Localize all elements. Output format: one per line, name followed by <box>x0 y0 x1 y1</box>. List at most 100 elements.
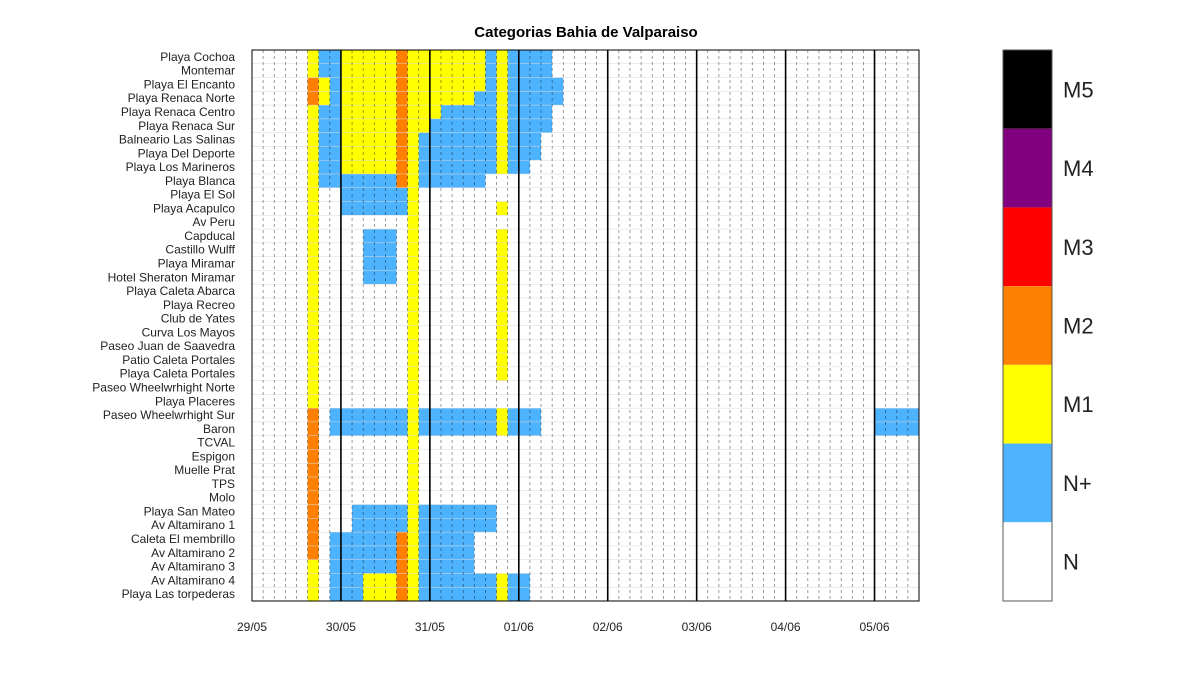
location-label: Molo <box>209 491 235 505</box>
heatmap-cell <box>307 118 319 133</box>
location-label: Balneario Las Salinas <box>119 133 235 147</box>
location-label: Playa Renaca Sur <box>138 119 235 133</box>
heatmap-cell <box>496 366 508 381</box>
heatmap-cell <box>340 160 397 174</box>
heatmap-cell <box>318 160 341 174</box>
heatmap-cell <box>396 63 408 78</box>
heatmap-cell <box>407 132 419 147</box>
location-label: Montemar <box>181 64 235 78</box>
heatmap-cell <box>307 504 319 519</box>
location-label: Playa El Encanto <box>144 77 236 91</box>
heatmap-cell <box>307 559 319 574</box>
heatmap-cell <box>496 229 508 243</box>
heatmap-cell <box>340 105 397 119</box>
x-tick-label: 03/06 <box>682 620 712 634</box>
heatmap-cell <box>329 91 341 106</box>
heatmap-cell <box>307 463 319 478</box>
heatmap-cell <box>363 587 397 602</box>
x-tick-label: 31/05 <box>415 620 445 634</box>
heatmap-cell <box>396 173 408 188</box>
heatmap-cell <box>407 201 419 216</box>
heatmap-cell <box>307 187 319 202</box>
heatmap-cell <box>329 573 364 588</box>
heatmap-cell <box>496 63 508 78</box>
heatmap-cell <box>496 573 508 588</box>
heatmap-cell <box>307 573 319 588</box>
heatmap-cell <box>496 311 508 326</box>
heatmap-cell <box>407 380 419 395</box>
x-tick-label: 29/05 <box>237 620 267 634</box>
heatmap-cell <box>307 91 319 106</box>
colorbar-label: M3 <box>1063 235 1094 260</box>
heatmap-cell <box>307 477 319 491</box>
heatmap-cell <box>496 118 508 133</box>
heatmap-cell <box>496 325 508 340</box>
heatmap-cell <box>418 518 497 533</box>
colorbar-swatch <box>1003 364 1052 444</box>
heatmap-cell <box>407 435 419 450</box>
heatmap-cell <box>407 173 419 188</box>
heatmap-cell <box>507 421 542 436</box>
colorbar-frame <box>1002 49 1053 602</box>
heatmap-cell <box>307 270 319 285</box>
heatmap-cell <box>496 339 508 354</box>
heatmap-cell <box>363 573 397 588</box>
colorbar-swatch <box>1003 522 1052 601</box>
heatmap-cell <box>363 256 397 271</box>
heatmap-cell <box>307 105 319 119</box>
heatmap-cell <box>307 366 319 381</box>
heatmap-cell <box>307 311 319 326</box>
heatmap-cell <box>407 160 419 174</box>
heatmap-cell <box>418 532 475 546</box>
heatmap-cell <box>407 229 419 243</box>
heatmap-cell <box>418 408 497 422</box>
heatmap-cell <box>496 77 508 92</box>
heatmap-cell <box>407 532 419 546</box>
heatmap-cell <box>496 421 508 436</box>
heatmap-cell <box>307 490 319 505</box>
location-label: Playa Renaca Norte <box>128 91 236 105</box>
heatmap-cell <box>407 463 419 478</box>
heatmap-cell <box>407 545 419 560</box>
heatmap-cell <box>307 284 319 298</box>
heatmap-cell <box>407 77 486 92</box>
heatmap-cell <box>307 63 319 78</box>
heatmap-cell <box>363 229 397 243</box>
heatmap-cell <box>307 146 319 161</box>
heatmap-cell <box>507 77 564 92</box>
heatmap-cell <box>407 449 419 464</box>
heatmap-cell <box>485 63 497 78</box>
x-tick-label: 02/06 <box>593 620 623 634</box>
heatmap-cell <box>307 215 319 230</box>
heatmap-cell <box>329 77 341 92</box>
location-label: Caleta El membrillo <box>131 532 235 546</box>
heatmap-cell <box>496 242 508 257</box>
colorbar-swatch <box>1003 207 1052 287</box>
location-label: Av Altamirano 3 <box>151 560 235 574</box>
heatmap-cell <box>418 573 497 588</box>
heatmap-cell <box>307 50 319 64</box>
heatmap-cell <box>407 490 419 505</box>
heatmap-cell <box>407 63 486 78</box>
heatmap-cell <box>418 173 486 188</box>
heatmap-cell <box>307 132 319 147</box>
heatmap-cell <box>418 545 475 560</box>
heatmap-cell <box>307 408 319 422</box>
heatmap-cell <box>418 160 497 174</box>
heatmap-cell <box>496 132 508 147</box>
plot-frame <box>251 49 920 602</box>
heatmap-cell <box>396 532 408 546</box>
heatmap-cell <box>407 284 419 298</box>
colorbar-label: N+ <box>1063 471 1092 496</box>
heatmap-cell <box>352 504 408 519</box>
heatmap-cell <box>307 380 319 395</box>
heatmap-cell <box>307 587 319 602</box>
heatmap-cell <box>329 408 408 422</box>
heatmap-cell <box>318 132 341 147</box>
heatmap-cell <box>396 146 408 161</box>
heatmap-cell <box>340 77 397 92</box>
x-tick-labels: 29/05 30/05 31/05 01/06 02/06 03/06 04/06 05/06 <box>237 620 890 634</box>
heatmap-cell <box>363 270 397 285</box>
